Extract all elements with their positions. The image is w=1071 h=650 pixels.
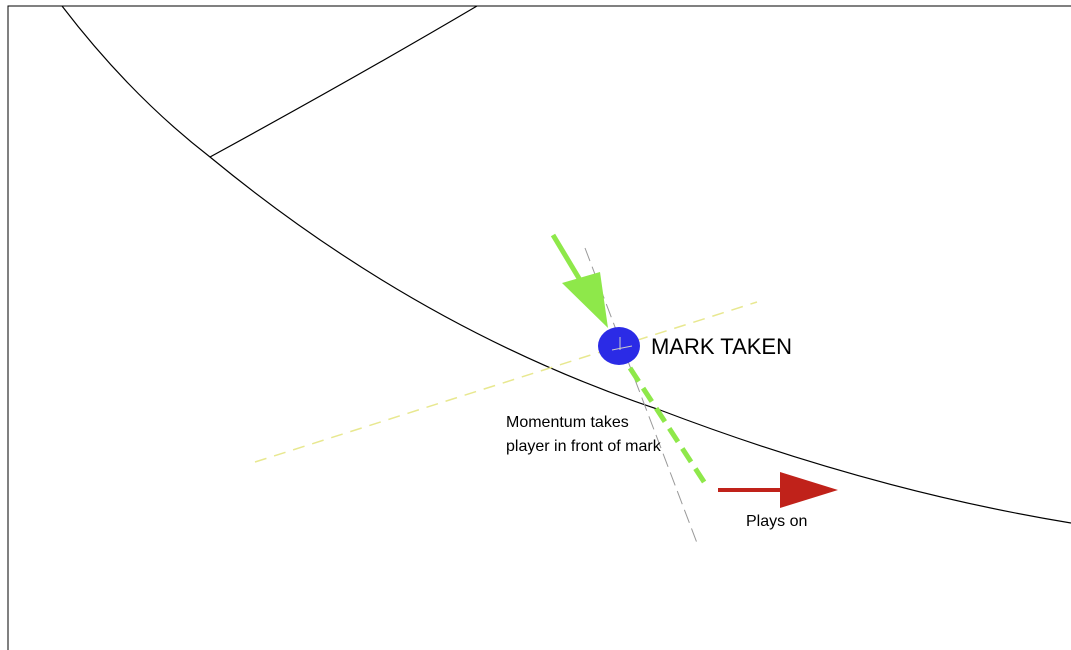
grey-dashed-line <box>584 247 698 544</box>
inner-arc <box>209 5 478 158</box>
green-arrow-head <box>562 272 608 328</box>
mark-label: MARK TAKEN <box>651 334 792 359</box>
green-dashed-path <box>627 366 711 490</box>
dot-mark <box>611 345 633 351</box>
red-arrow-head <box>780 472 838 508</box>
plays-on-label: Plays on <box>746 513 807 530</box>
momentum-label: Momentum takes <box>506 414 629 431</box>
green-arrow-shaft <box>550 233 583 282</box>
yellow-dashed-line <box>254 301 758 463</box>
frame <box>7 5 1071 650</box>
boundary-arc <box>61 5 1071 524</box>
player-dot <box>598 327 640 365</box>
momentum-label: player in front of mark <box>506 438 662 455</box>
